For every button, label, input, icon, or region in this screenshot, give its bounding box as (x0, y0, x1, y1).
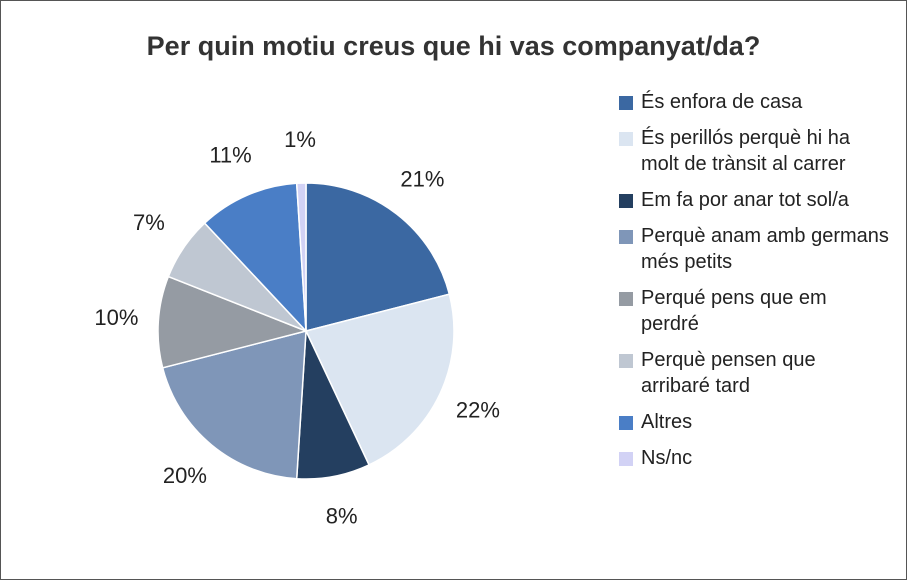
legend-item: Ns/nc (619, 445, 889, 471)
data-label: 1% (284, 127, 316, 152)
data-label: 8% (326, 503, 358, 528)
legend-swatch (619, 132, 633, 146)
legend-label: És enfora de casa (641, 91, 803, 113)
chart-title: Per quin motiu creus que hi vas companya… (146, 31, 761, 61)
legend-item: És perillós perquè hi ha molt de trànsit… (619, 125, 889, 177)
pie-slice (161, 330, 307, 480)
pie-slice (157, 275, 309, 369)
legend: És enfora de casa És perillós perquè hi h… (619, 89, 889, 481)
legend-swatch (619, 230, 633, 244)
legend-item: És enfora de casa (619, 89, 889, 115)
legend-swatch (619, 96, 633, 110)
pie-slice (305, 182, 451, 332)
data-label: 11% (209, 142, 251, 167)
data-label: 21% (400, 167, 444, 192)
pie-slice (203, 182, 307, 334)
legend-swatch (619, 194, 633, 208)
legend-item: Em fa por anar tot sol/a (619, 187, 889, 213)
legend-item: Perquè pensen que arribaré tard (619, 347, 889, 399)
legend-swatch (619, 452, 633, 466)
pie-slice (295, 182, 307, 332)
legend-label: Em fa por anar tot sol/a (641, 189, 849, 211)
legend-item: Perquè anam amb germans més petits (619, 223, 889, 275)
data-label: 20% (163, 463, 207, 488)
legend-label: Perqué pens que em perdré (641, 287, 827, 335)
pie-slice (304, 293, 455, 466)
legend-label: Altres (641, 411, 693, 433)
legend-item: Altres (619, 409, 889, 435)
legend-label: Perquè pensen que arribaré tard (641, 349, 816, 397)
data-label: 22% (456, 398, 500, 423)
legend-item: Perqué pens que em perdré (619, 285, 889, 337)
legend-label: És perillós perquè hi ha molt de trànsit… (641, 127, 851, 175)
data-label: 10% (94, 305, 138, 330)
legend-label: Perquè anam amb germans més petits (641, 225, 889, 273)
legend-swatch (619, 292, 633, 306)
legend-label: Ns/nc (641, 447, 693, 469)
legend-swatch (619, 416, 633, 430)
legend-swatch (619, 354, 633, 368)
data-label: 7% (133, 210, 165, 235)
